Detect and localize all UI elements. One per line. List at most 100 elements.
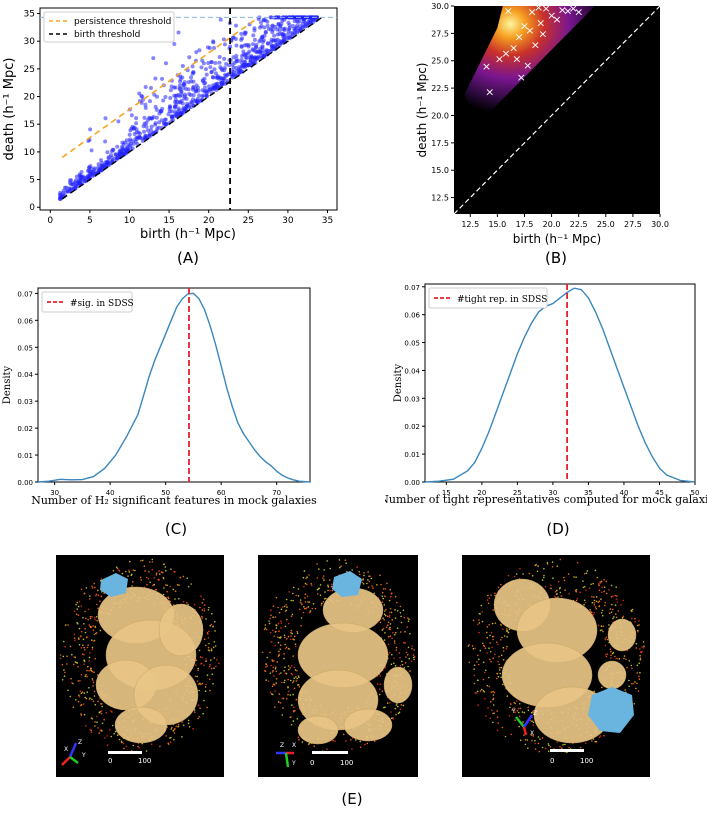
galaxy-point [89,616,92,618]
legend-birth: birth threshold [74,30,140,40]
galaxy-point [604,602,607,604]
galaxy-point [285,672,288,675]
galaxy-point [290,672,293,675]
galaxy-point [585,572,588,574]
galaxy-point [593,611,595,614]
galaxy-point [543,567,545,570]
scatter-point [209,70,214,75]
scatter-point [108,153,113,158]
galaxy-point [76,662,79,664]
galaxy-point [175,725,177,728]
galaxy-point [198,716,200,718]
galaxy-point [515,573,518,575]
x-ticks: 15 20 25 30 35 40 45 50 [442,482,699,497]
galaxy-point [363,574,365,577]
galaxy-point [384,588,387,590]
galaxy-point [532,735,535,737]
heatmap-marker: × [536,16,545,29]
galaxy-point [81,691,84,693]
galaxy-point [94,586,96,589]
galaxy-point [87,618,89,621]
galaxy-point [97,700,99,703]
galaxy-point [73,633,76,636]
galaxy-point [305,577,307,580]
galaxy-point [92,587,94,589]
galaxy-point [203,664,205,667]
scatter-point [179,89,184,94]
galaxy-point [288,668,290,671]
scatter-point [285,32,290,37]
scatter-point [239,57,244,62]
galaxy-point [292,655,294,657]
axis-label-3: X [530,730,534,737]
galaxy-point [208,642,210,645]
x-tick-label: 22.5 [570,220,588,229]
galaxy-point [277,641,280,644]
galaxy-point [552,577,554,579]
galaxy-point [488,647,490,649]
galaxy-point [475,692,478,694]
galaxy-point [616,601,619,603]
density-curve [37,292,311,483]
galaxy-point [326,560,328,562]
galaxy-point [593,690,595,693]
galaxy-point [74,661,77,663]
render-scene: Y Z X 0 100 [467,558,645,765]
galaxy-point [271,629,274,632]
galaxy-point [78,627,81,630]
galaxy-point [355,739,357,741]
scatter-point [142,129,147,134]
scatter-point [166,112,171,117]
galaxy-point [506,628,508,630]
galaxy-point [473,674,476,677]
scatter-point [134,121,139,126]
galaxy-point [573,576,575,578]
galaxy-point [84,675,87,677]
galaxy-point [276,661,278,663]
galaxy-point [188,726,191,728]
galaxy-point [400,615,402,618]
galaxy-point [277,606,279,609]
galaxy-point [586,570,589,572]
galaxy-point [382,597,384,600]
chart-c: 30 40 50 60 70 0.000.010.020.030.040.050.060… [2,287,317,507]
galaxy-point [385,626,388,629]
galaxy-point [301,741,304,743]
galaxy-point [616,595,618,597]
galaxy-point [368,580,371,583]
scatter-point [103,139,108,144]
scatter-point [272,33,277,38]
galaxy-point [120,740,123,743]
y-tick-label: 0.00 [404,479,420,487]
galaxy-point [633,703,636,705]
galaxy-point [274,631,277,633]
galaxy-point [398,711,401,714]
galaxy-point [601,686,603,689]
galaxy-point [508,628,511,631]
galaxy-point [277,636,279,638]
scatter-point [244,63,249,68]
galaxy-point [283,657,285,660]
galaxy-point [85,617,87,620]
galaxy-point [294,709,296,712]
galaxy-point [83,654,85,656]
galaxy-point [489,658,491,661]
galaxy-point [639,658,642,661]
galaxy-point [145,576,148,579]
galaxy-point [91,678,94,680]
galaxy-point [101,705,103,708]
galaxy-point [290,631,292,634]
scatter-point [265,19,270,24]
galaxy-point [194,675,197,678]
galaxy-point [80,630,83,633]
scatter-point [190,85,195,90]
galaxy-point [393,640,396,642]
galaxy-point [275,666,277,669]
scatter-point [157,120,162,125]
panel-label-e: (E) [341,790,363,808]
galaxy-point [551,566,554,568]
scatter-point [307,15,312,20]
galaxy-point [534,748,537,750]
galaxy-point [340,565,342,567]
galaxy-point [158,573,161,575]
